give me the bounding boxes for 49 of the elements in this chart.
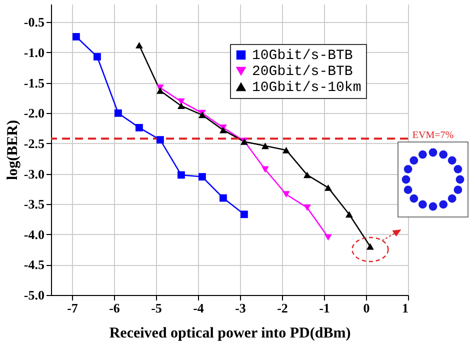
- point: [324, 184, 332, 191]
- point: [324, 234, 332, 241]
- point: [135, 124, 143, 132]
- y-tick-label: -3.5: [24, 196, 45, 212]
- y-tick-label: -5.0: [24, 288, 44, 302]
- point: [282, 146, 290, 154]
- x-tick-label: -1: [319, 300, 330, 316]
- legend-label: 10Gbit/s-10km: [252, 80, 362, 96]
- x-tick-label: -5: [151, 300, 162, 316]
- point: [345, 211, 353, 218]
- y-tick-label: -3.0: [24, 166, 44, 182]
- legend-label: 20Gbit/s-BTB: [252, 64, 353, 80]
- point: [303, 172, 311, 178]
- point: [135, 42, 143, 48]
- point: [303, 204, 311, 211]
- point: [177, 102, 185, 110]
- y-tick-label: -2.5: [24, 136, 45, 151]
- point: [198, 173, 206, 180]
- point: [219, 126, 227, 134]
- point: [282, 191, 290, 198]
- y-tick-label: -4.0: [24, 226, 44, 242]
- point: [261, 166, 269, 173]
- y-tick-label: -0.5: [24, 14, 45, 30]
- point: [177, 98, 185, 105]
- x-tick-label: -6: [109, 300, 120, 316]
- y-tick-label: -4.5: [24, 257, 45, 272]
- point: [177, 171, 185, 179]
- point: [114, 109, 122, 117]
- y-tick-label: -1.5: [24, 75, 45, 90]
- point: [366, 243, 374, 250]
- point: [156, 136, 164, 144]
- legend-label: 10Gbit/s-BTB: [252, 48, 353, 64]
- y-tick-label: -1.0: [24, 45, 44, 60]
- x-tick-label: 1: [402, 300, 408, 316]
- x-tick-label: -7: [67, 300, 78, 316]
- x-tick-label: -4: [193, 300, 204, 316]
- y-tick-label: -2.0: [24, 106, 44, 121]
- x-tick-label: -2: [277, 300, 288, 316]
- point: [261, 142, 269, 150]
- y-axis-title: log(BER): [4, 120, 21, 180]
- text: EVM=7%: [412, 130, 454, 141]
- point: [240, 210, 248, 218]
- point: [219, 194, 227, 202]
- point: [93, 53, 101, 60]
- point: [156, 87, 164, 94]
- x-tick-label: 0: [363, 300, 370, 316]
- x-tick-label: -3: [235, 300, 246, 316]
- x-axis-title: Received optical power into PD(dBm): [109, 326, 351, 341]
- point: [72, 33, 80, 40]
